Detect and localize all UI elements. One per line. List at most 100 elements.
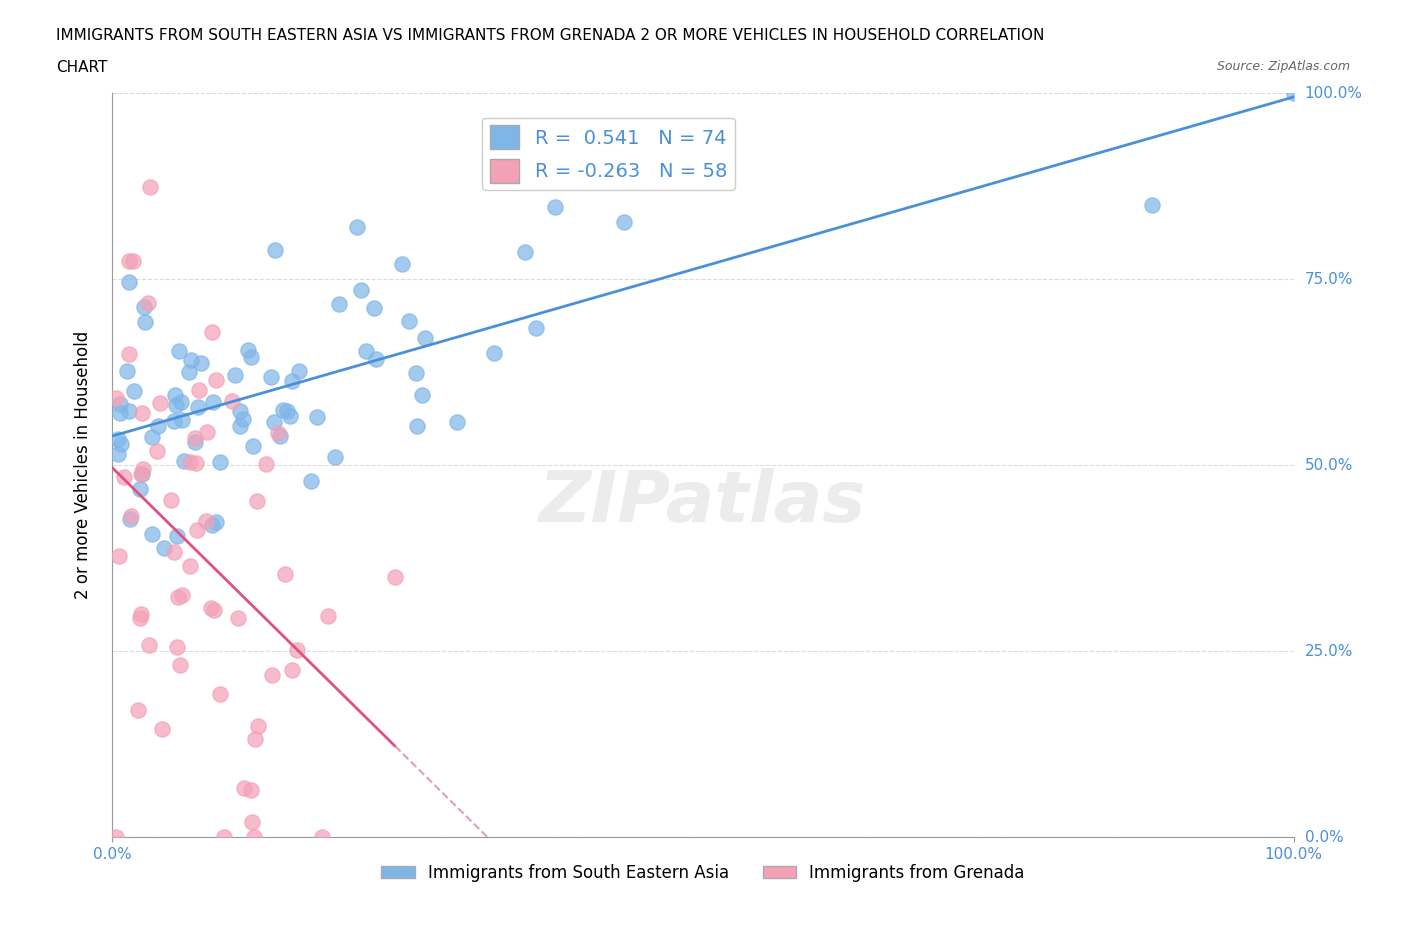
Point	[287, 364, 309, 379]
Point	[242, 438, 264, 453]
Point	[169, 658, 191, 673]
Point	[169, 343, 191, 358]
Point	[152, 540, 174, 555]
Point	[186, 456, 208, 471]
Point	[299, 473, 322, 488]
Point	[323, 450, 346, 465]
Text: 100.0%: 100.0%	[1305, 86, 1362, 100]
Point	[146, 444, 169, 458]
Point	[118, 512, 141, 526]
Point	[204, 514, 226, 529]
Text: 75.0%: 75.0%	[1305, 272, 1353, 286]
Point	[134, 300, 156, 315]
Point	[391, 256, 413, 271]
Point	[166, 529, 188, 544]
Point	[184, 431, 207, 445]
Point	[194, 514, 217, 529]
Point	[201, 325, 224, 339]
Point	[328, 297, 350, 312]
Point	[226, 611, 249, 626]
Point	[146, 418, 169, 433]
Point	[240, 815, 263, 830]
Point	[179, 455, 201, 470]
Point	[204, 372, 226, 387]
Point	[1140, 197, 1163, 212]
Point	[221, 393, 243, 408]
Point	[515, 245, 537, 259]
Point	[446, 415, 468, 430]
Point	[271, 403, 294, 418]
Point	[141, 430, 163, 445]
Point	[131, 461, 153, 476]
Point	[117, 346, 139, 361]
Point	[160, 493, 183, 508]
Text: Source: ZipAtlas.com: Source: ZipAtlas.com	[1216, 60, 1350, 73]
Point	[105, 830, 128, 844]
Point	[184, 434, 207, 449]
Point	[118, 254, 141, 269]
Point	[200, 601, 222, 616]
Point	[149, 396, 172, 411]
Point	[281, 663, 304, 678]
Text: CHART: CHART	[56, 60, 108, 75]
Point	[134, 314, 156, 329]
Point	[233, 780, 256, 795]
Point	[242, 830, 264, 844]
Point	[246, 494, 269, 509]
Point	[259, 370, 281, 385]
Point	[150, 722, 173, 737]
Point	[232, 412, 254, 427]
Point	[172, 413, 194, 428]
Point	[131, 406, 153, 421]
Text: 0.0%: 0.0%	[1305, 830, 1343, 844]
Point	[285, 643, 308, 658]
Point	[162, 414, 184, 429]
Point	[201, 518, 224, 533]
Point	[127, 702, 149, 717]
Point	[166, 639, 188, 654]
Point	[138, 638, 160, 653]
Point	[170, 588, 193, 603]
Point	[316, 608, 339, 623]
Point	[112, 470, 135, 485]
Point	[262, 668, 284, 683]
Point	[269, 429, 291, 444]
Point	[240, 350, 263, 365]
Point	[187, 382, 209, 397]
Point	[229, 418, 252, 433]
Point	[363, 301, 385, 316]
Point	[208, 686, 231, 701]
Point	[131, 467, 153, 482]
Point	[202, 394, 225, 409]
Point	[107, 446, 129, 461]
Point	[179, 558, 201, 573]
Point	[274, 566, 297, 581]
Point	[166, 590, 188, 604]
Point	[141, 527, 163, 542]
Point	[108, 405, 131, 420]
Point	[121, 254, 143, 269]
Point	[364, 352, 387, 366]
Point	[120, 509, 142, 524]
Point	[131, 466, 153, 481]
Text: ZIPatlas: ZIPatlas	[540, 468, 866, 537]
Point	[190, 355, 212, 370]
Point	[281, 374, 304, 389]
Point	[482, 345, 505, 360]
Point	[266, 425, 288, 440]
Point	[163, 544, 186, 559]
Point	[118, 404, 141, 418]
Point	[398, 313, 420, 328]
Point	[224, 368, 246, 383]
Text: 50.0%: 50.0%	[1305, 458, 1353, 472]
Point	[212, 830, 235, 844]
Legend: Immigrants from South Eastern Asia, Immigrants from Grenada: Immigrants from South Eastern Asia, Immi…	[375, 857, 1031, 888]
Point	[108, 549, 131, 564]
Point	[108, 397, 131, 412]
Point	[115, 364, 138, 379]
Point	[406, 418, 429, 433]
Point	[354, 343, 377, 358]
Point	[107, 432, 129, 446]
Point	[139, 179, 162, 194]
Point	[128, 482, 150, 497]
